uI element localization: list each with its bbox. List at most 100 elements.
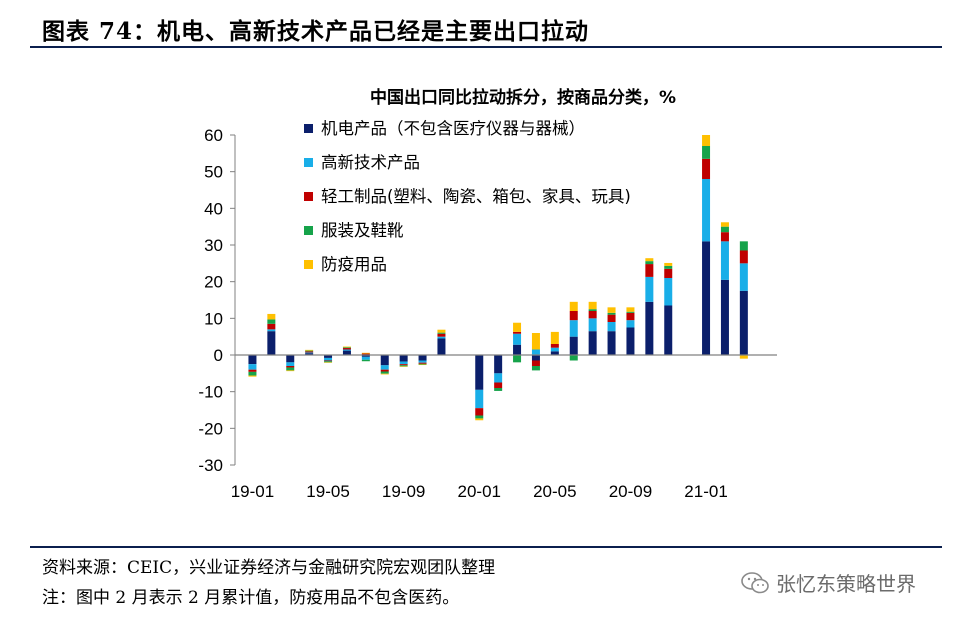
bar-segment — [664, 268, 673, 278]
source-note: 资料来源：CEIC，兴业证券经济与金融研究院宏观团队整理 — [42, 558, 496, 578]
bar-segment — [531, 360, 540, 366]
bar-segment — [342, 348, 351, 350]
bar-segment — [645, 264, 654, 277]
bar-segment — [720, 222, 729, 227]
bar-segment — [720, 241, 729, 280]
bar-segment — [739, 290, 748, 355]
bar-segment — [399, 355, 408, 362]
bar-segment — [607, 307, 616, 313]
bar-segment — [588, 331, 597, 355]
bar-segment — [342, 350, 351, 355]
bar-segment — [286, 355, 295, 363]
bar-segment — [739, 263, 748, 291]
bar-segment — [248, 369, 257, 372]
bar-segment — [531, 349, 540, 355]
bar-segment — [494, 373, 503, 383]
bar-segment — [399, 366, 408, 367]
legend-label: 服装及鞋靴 — [321, 221, 404, 240]
bar-segment — [248, 375, 257, 377]
bar-segment — [437, 338, 446, 355]
bar-segment — [361, 353, 370, 355]
bar-segment — [437, 329, 446, 333]
bar-segment — [475, 415, 484, 419]
bar-segment — [626, 311, 635, 313]
bar-segment — [702, 241, 711, 355]
footnote: 注：图中 2 月表示 2 月累计值，防疫用品不包含医药。 — [42, 588, 460, 608]
bar-segment — [626, 307, 635, 312]
bar-segment — [286, 370, 295, 372]
bar-segment — [645, 261, 654, 265]
bar-segment — [739, 241, 748, 251]
bar-segment — [305, 353, 314, 355]
bar-segment — [342, 346, 351, 348]
bar-segment — [475, 355, 484, 390]
bar-segment — [569, 336, 578, 355]
bar-segment — [324, 357, 333, 361]
watermark-text: 张忆东策略世界 — [776, 572, 916, 596]
bar-segment — [569, 311, 578, 321]
bar-segment — [267, 323, 276, 330]
legend-swatch — [304, 192, 313, 201]
bar-segment — [361, 359, 370, 362]
bar-segment — [702, 135, 711, 146]
bar-segment — [550, 344, 559, 348]
bar-segment — [305, 349, 314, 351]
y-tick-label: 40 — [204, 199, 223, 218]
bar-segment — [342, 349, 351, 351]
bar-segment — [418, 355, 427, 361]
legend-swatch — [304, 158, 313, 167]
bar-segment — [286, 362, 295, 366]
bar-segment — [324, 361, 333, 363]
y-tick-label: 20 — [204, 273, 223, 292]
bar-segment — [248, 355, 257, 365]
bar-segment — [513, 322, 522, 332]
y-tick-label: 60 — [204, 126, 223, 145]
bar-segment — [588, 311, 597, 319]
bar-segment — [739, 250, 748, 264]
bar-segment — [324, 360, 333, 362]
bar-segment — [607, 312, 616, 315]
bar-segment — [437, 332, 446, 334]
bar-segment — [286, 366, 295, 368]
legend-label: 轻工制品(塑料、陶瓷、箱包、家具、玩具) — [321, 187, 631, 206]
x-tick-label: 19-01 — [231, 482, 274, 501]
bar-segment — [645, 301, 654, 355]
stacked-bar-chart: 中国出口同比拉动拆分，按商品分类，% -30 -20 -10 0 10 20 30 40 50 6… — [198, 87, 777, 501]
legend-swatch — [304, 260, 313, 269]
x-tick-label: 19-09 — [382, 482, 425, 501]
bar-segment — [531, 333, 540, 350]
bar-segment — [267, 331, 276, 355]
bar-segment — [418, 364, 427, 366]
bar-segment — [324, 355, 333, 358]
bar-segment — [305, 351, 314, 353]
bar-segment — [702, 146, 711, 159]
bar-segment — [664, 265, 673, 269]
bar-segment — [531, 366, 540, 371]
top-rule — [30, 46, 942, 48]
y-tick-label: 0 — [214, 346, 223, 365]
bar-segment — [418, 363, 427, 365]
bar-segment — [645, 258, 654, 262]
wechat-icon — [741, 571, 769, 593]
bar-segment — [588, 309, 597, 311]
bar-segment — [588, 318, 597, 332]
bar-segment — [664, 305, 673, 355]
bar-segment — [626, 312, 635, 321]
legend-swatch — [304, 226, 313, 235]
bar-segment — [305, 352, 314, 354]
bar-segment — [418, 360, 427, 363]
bar-segment — [286, 367, 295, 371]
bar-segment — [380, 355, 389, 366]
bar-segment — [645, 276, 654, 302]
bar-segment — [267, 313, 276, 320]
figure-title: 图表 74：机电、高新技术产品已经是主要出口拉动 — [42, 18, 590, 45]
bar-segment — [418, 362, 427, 364]
bar-segment — [380, 369, 389, 372]
bar-segment — [494, 355, 503, 374]
y-tick-label: 30 — [204, 236, 223, 255]
legend-label: 防疫用品 — [321, 255, 387, 274]
bar-segment — [607, 314, 616, 322]
bar-segment — [550, 347, 559, 352]
bar-segment — [475, 418, 484, 421]
bar-segment — [399, 364, 408, 366]
